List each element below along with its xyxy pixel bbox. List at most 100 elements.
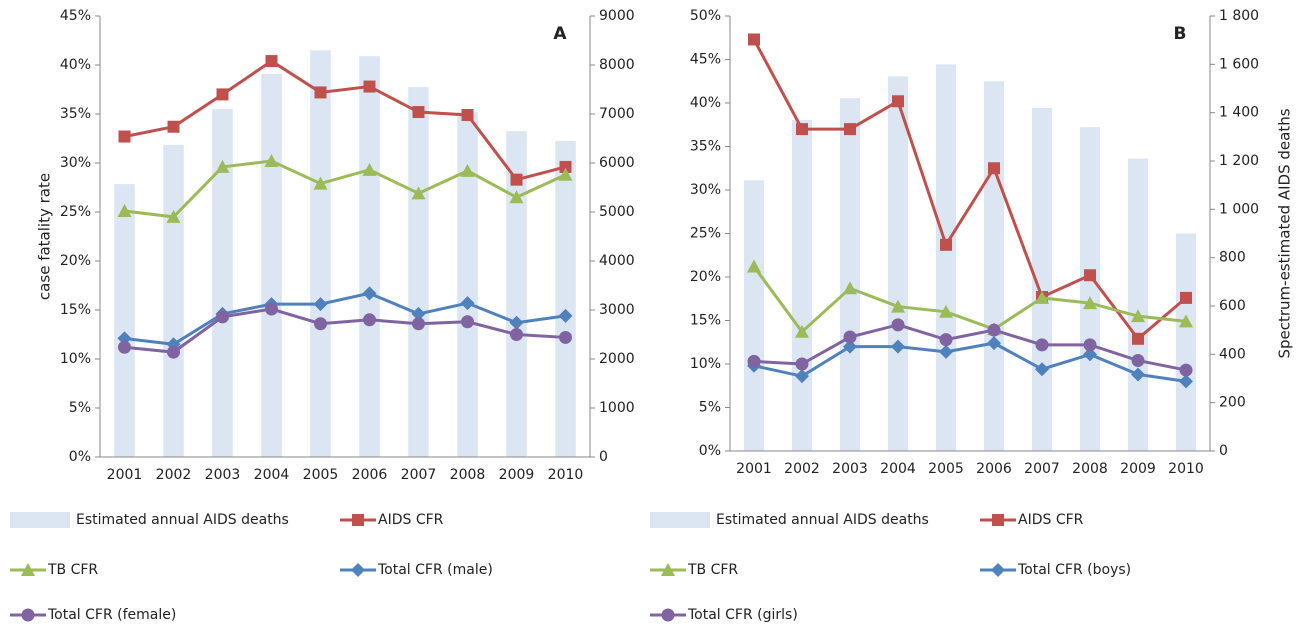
x-tick-label: 2004 [880,461,916,477]
y-tick-label: 25% [60,204,91,220]
point [795,324,809,338]
y-tick-label: 45% [690,52,721,68]
point [118,130,131,143]
bar [457,112,478,457]
x-tick-label: 2008 [450,467,486,483]
point [1083,338,1097,352]
x-tick-label: 2010 [1168,461,1204,477]
y-tick-label: 5% [699,400,721,416]
point [411,306,426,321]
point [509,190,524,204]
legend-marker [351,563,365,577]
point [216,310,229,324]
point [411,186,426,200]
panel-label: A [553,24,567,44]
point [510,328,523,341]
x-tick-label: 2007 [401,467,437,483]
y-tick-label: 35% [690,139,721,155]
legend-marker [992,514,1004,526]
y2-tick-label: 3000 [599,302,635,318]
y2-tick-label: 1 600 [1219,56,1259,72]
point [265,302,278,316]
point [412,317,425,331]
bar [212,109,233,457]
y-tick-label: 30% [690,182,721,198]
legend-label: TB CFR [687,562,738,578]
point [891,299,905,313]
y2-tick-label: 5000 [599,204,635,220]
bar [555,140,576,457]
point [844,123,856,136]
y-tick-label: 35% [60,106,91,122]
line [753,341,1187,383]
legend-label: Total CFR (female) [47,607,176,623]
point [747,259,761,273]
y-tick-label: 5% [69,400,91,416]
y-tick-label: 45% [60,8,91,24]
point [843,330,857,344]
point [747,354,761,368]
point [216,88,229,101]
point [1179,363,1193,377]
point [461,108,474,121]
point [264,154,279,168]
legend-label: Estimated annual AIDS deaths [76,512,289,528]
y-tick-label: 30% [60,155,91,171]
point [1084,269,1096,282]
point [1132,332,1144,345]
point [460,296,475,311]
point [167,120,180,133]
bar [359,56,380,458]
y2-tick-label: 9000 [599,8,635,24]
x-tick-label: 2002 [156,467,192,483]
y2-tick-label: 4000 [599,253,635,269]
x-tick-label: 2001 [736,461,772,477]
point [362,286,377,301]
point [265,55,278,68]
bar [935,64,957,451]
point [843,339,857,354]
point [796,123,808,136]
point [314,86,327,99]
point [939,333,953,347]
legend-label: TB CFR [47,562,98,578]
point [891,318,905,332]
y-tick-label: 0% [69,449,91,465]
point [509,315,524,330]
point [166,209,181,223]
legend-label: Estimated annual AIDS deaths [716,512,929,528]
x-tick-label: 2002 [784,461,820,477]
point [1083,347,1097,362]
y2-tick-label: 2000 [599,351,635,367]
y2-axis-label: Spectrum-estimated AIDS deaths [1276,108,1294,358]
point [460,163,475,177]
line [752,38,1187,341]
x-tick-label: 2009 [1120,461,1156,477]
y-axis-label: case fatality rate [36,173,54,300]
point [939,304,953,318]
point [167,345,180,359]
point [362,162,377,176]
bar [408,87,429,458]
point [363,80,376,93]
point [412,106,425,119]
line [124,291,566,346]
bar [1175,233,1197,451]
line [753,323,1187,372]
bar [310,50,331,458]
point [1035,338,1049,352]
y2-tick-label: 1 200 [1219,153,1259,169]
point [559,330,572,344]
x-tick-label: 2003 [832,461,868,477]
bar [114,184,135,457]
y2-tick-label: 0 [1219,443,1228,459]
line [752,265,1187,335]
y-tick-label: 10% [60,351,91,367]
x-tick-label: 2004 [254,467,290,483]
point [795,357,809,371]
point [1179,314,1193,328]
point [987,336,1001,351]
legend-marker [21,608,35,622]
point [1035,362,1049,377]
